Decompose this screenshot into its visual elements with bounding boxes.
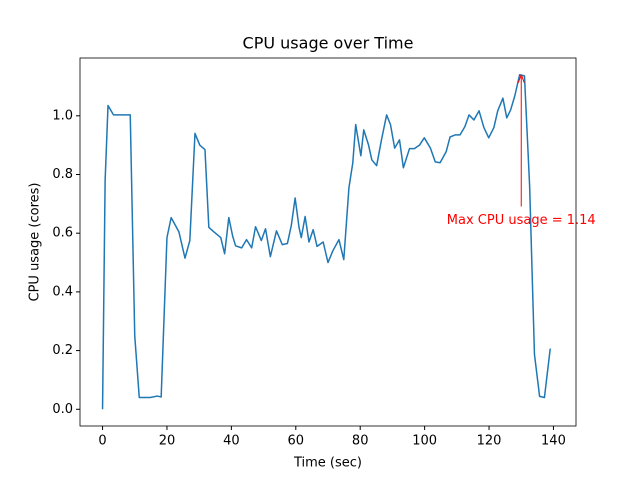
y-tick-label: 0.6 — [52, 226, 73, 241]
x-tick-label: 40 — [223, 434, 240, 449]
x-tick-label: 80 — [352, 434, 369, 449]
chart-title: CPU usage over Time — [243, 34, 414, 53]
plot-frame — [79, 57, 577, 427]
x-tick-label: 0 — [98, 434, 106, 449]
x-tick-label: 140 — [541, 434, 566, 449]
y-tick-label: 0.4 — [52, 284, 73, 299]
annotation-arrowhead — [517, 74, 525, 83]
y-tick-label: 0.8 — [52, 167, 73, 182]
x-axis-label: Time (sec) — [293, 456, 362, 471]
y-tick-label: 0.0 — [52, 402, 73, 417]
y-tick-label: 0.2 — [52, 343, 73, 358]
x-tick-label: 60 — [288, 434, 305, 449]
x-tick-label: 120 — [477, 434, 502, 449]
data-line — [101, 73, 551, 410]
y-axis-label: CPU usage (cores) — [28, 183, 43, 302]
x-tick-label: 100 — [412, 434, 437, 449]
annotation-text: Max CPU usage = 1.14 — [447, 213, 596, 228]
x-tick-label: 20 — [159, 434, 176, 449]
y-tick-label: 1.0 — [52, 108, 73, 123]
